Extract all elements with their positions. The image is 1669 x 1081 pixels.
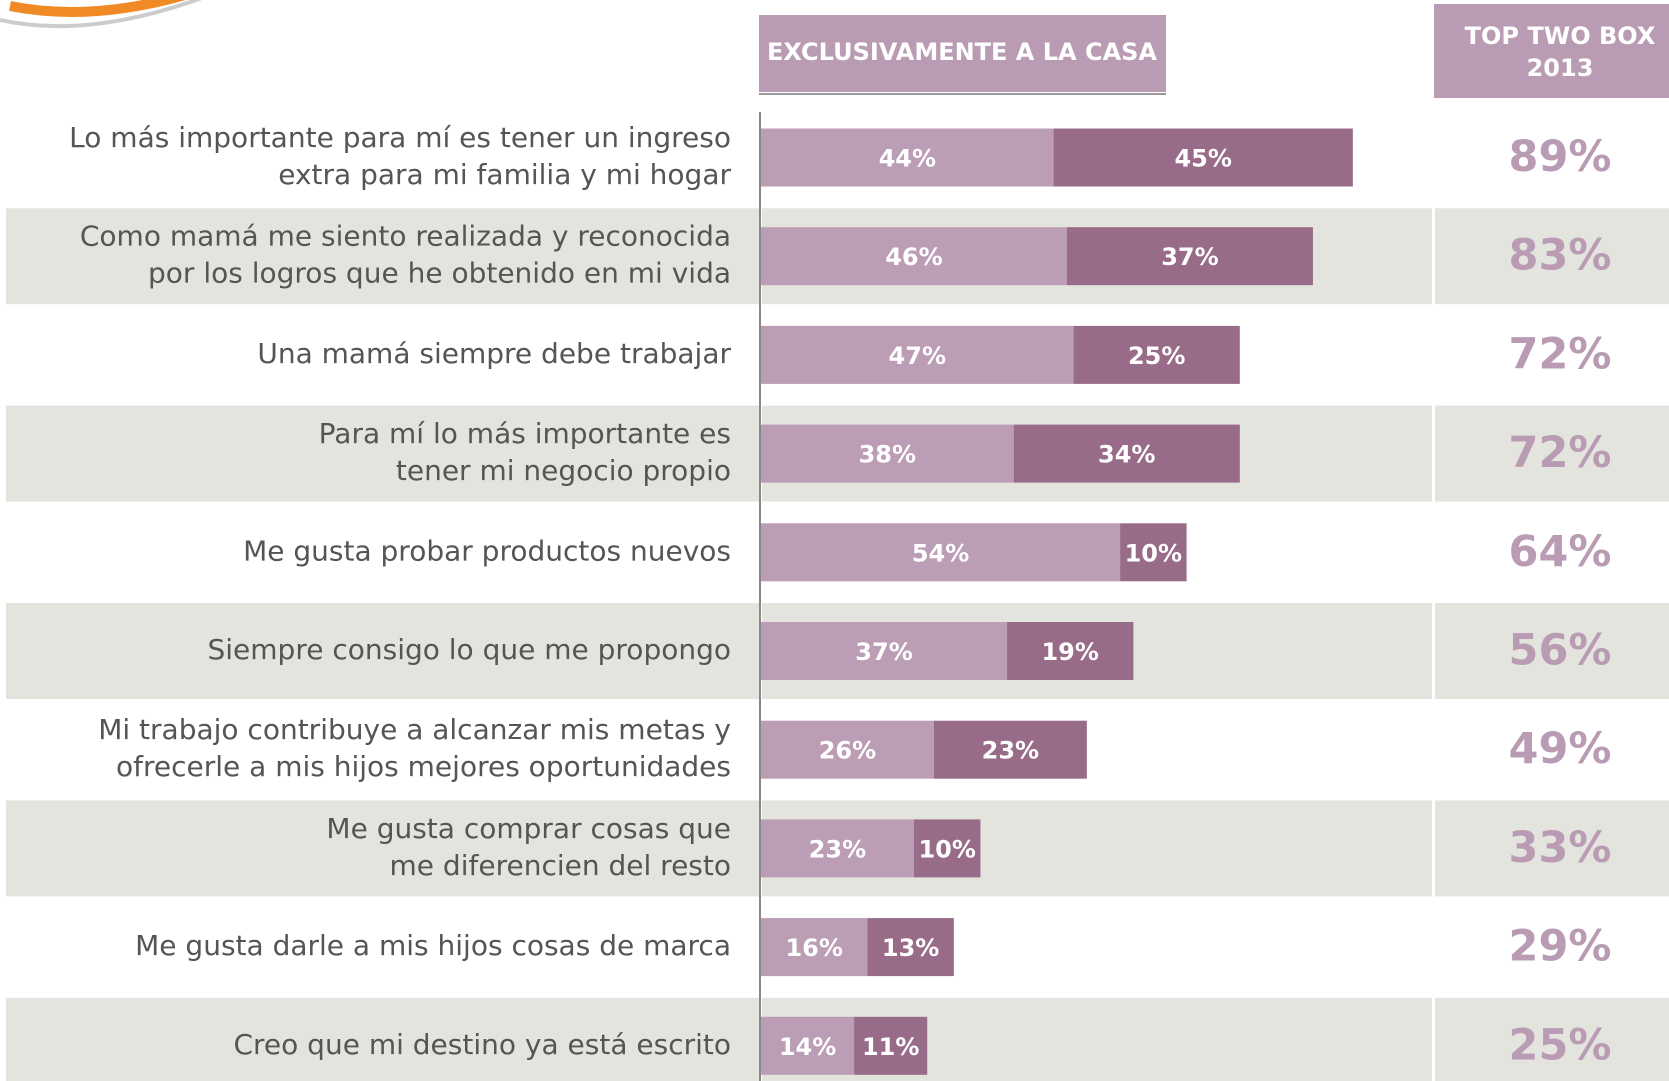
total-label: 33% [1509,823,1612,873]
row-band [1435,208,1669,305]
total-label: 49% [1509,724,1612,774]
row-band [1435,997,1669,1081]
row-band [1435,405,1669,502]
data-label: 45% [1174,145,1231,173]
data-label: 46% [885,243,942,271]
data-label: 23% [809,835,866,863]
total-header: TOP TWO BOX [1465,22,1656,50]
total-label: 56% [1509,626,1612,676]
row-band [6,208,759,305]
bar-segment [1066,227,1313,286]
category-label: me diferencien del resto [390,849,731,882]
total-label: 29% [1509,922,1612,972]
bar-segment [761,720,934,779]
bar-segment [854,1016,928,1075]
bar-segment [1073,325,1240,384]
data-label: 37% [1161,243,1218,271]
category-label: Creo que mi destino ya está escrito [233,1028,731,1061]
total-label: 72% [1509,329,1612,379]
row-band [6,800,759,897]
header: EXCLUSIVAMENTE A LA CASA [767,38,1157,66]
bar-segment [761,523,1121,582]
category-label: Una mamá siempre debe trabajar [257,337,731,370]
data-label: 26% [819,737,876,765]
bar-segment [1053,128,1353,187]
data-label: 13% [882,934,939,962]
data-label: 10% [1125,539,1182,567]
category-label: Para mí lo más importante es [319,417,731,450]
category-label: extra para mi familia y mi hogar [278,158,731,191]
category-label: tener mi negocio propio [396,454,731,487]
bar-segment [761,325,1074,384]
data-label: 10% [918,835,975,863]
total-label: 64% [1509,527,1612,577]
bar-segment [1013,424,1240,483]
total-header-box [1434,4,1669,98]
total-label: 25% [1509,1020,1612,1070]
bar-segment [913,819,981,878]
bar-segment [761,424,1014,483]
bar-segment [1120,523,1187,582]
row-band [6,603,759,699]
bar-segment [761,1016,855,1075]
data-label: 23% [982,737,1039,765]
bar-segment [761,622,1008,680]
data-label: 37% [855,638,912,666]
category-label: Me gusta comprar cosas que [326,812,731,845]
category-label: Me gusta darle a mis hijos cosas de marc… [135,929,731,962]
data-label: 16% [785,934,842,962]
category-label: Lo más importante para mí es tener un in… [69,121,731,154]
row-band [1435,800,1669,897]
data-label: 11% [862,1033,919,1061]
bar-segment [761,918,868,977]
logo [0,0,203,29]
total-label: 89% [1509,132,1612,182]
data-label: 19% [1041,638,1098,666]
row-band [6,997,759,1081]
category-label: Mi trabajo contribuye a alcanzar mis met… [98,713,731,746]
row-band [1435,603,1669,699]
category-label: Me gusta probar productos nuevos [243,534,731,567]
category-label: Como mamá me siento realizada y reconoci… [80,220,731,253]
total-label: 83% [1509,231,1612,281]
category-label: por los logros que he obtenido en mi vid… [148,257,731,290]
data-label: 14% [779,1033,836,1061]
row-band [6,405,759,502]
category-label: Siempre consigo lo que me propongo [207,633,731,666]
total-header: 2013 [1527,54,1594,82]
bar-segment [933,720,1087,779]
data-label: 54% [912,539,969,567]
bar-segment [761,819,914,878]
data-label: 44% [879,145,936,173]
data-label: 34% [1098,441,1155,469]
bar-segment [761,227,1067,286]
header-box [759,15,1166,92]
bar-segment [761,128,1054,187]
category-label: ofrecerle a mis hijos mejores oportunida… [116,750,731,783]
total-label: 72% [1509,428,1612,478]
data-label: 38% [859,441,916,469]
data-label: 47% [889,342,946,370]
data-label: 25% [1128,342,1185,370]
bar-segment [867,918,954,977]
bar-segment [1007,622,1134,680]
